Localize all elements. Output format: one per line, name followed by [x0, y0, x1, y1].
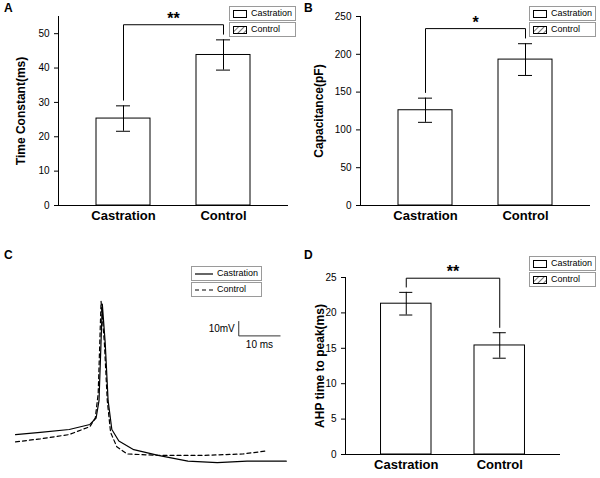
svg-text:Time Constant(ms): Time Constant(ms) [14, 57, 28, 165]
svg-text:Capacitance(pF): Capacitance(pF) [312, 64, 326, 157]
svg-text:50: 50 [340, 162, 352, 173]
html-text:Castration: Castration [551, 8, 592, 18]
svg-text:0: 0 [331, 449, 337, 460]
svg-text:**: ** [167, 10, 180, 27]
svg-text:10: 10 [325, 378, 337, 389]
html-text:C: C [4, 248, 13, 262]
svg-text:Control: Control [502, 208, 548, 223]
html-text:Control: Control [551, 274, 580, 284]
html-text:Control: Control [217, 284, 246, 294]
svg-text:15: 15 [325, 343, 337, 354]
svg-text:0: 0 [346, 200, 352, 211]
html-text:Control: Control [251, 24, 280, 34]
svg-text:20: 20 [38, 131, 50, 142]
svg-text:40: 40 [38, 62, 50, 73]
svg-text:10: 10 [38, 165, 50, 176]
html-text:B: B [304, 1, 313, 15]
svg-text:200: 200 [335, 49, 352, 60]
svg-text:150: 150 [335, 86, 352, 97]
html-text:Castration: Castration [251, 8, 292, 18]
svg-text:*: * [472, 14, 479, 31]
svg-text:5: 5 [331, 413, 337, 424]
svg-text:Castration: Castration [374, 457, 438, 472]
html-text:Castration: Castration [217, 268, 258, 278]
svg-text:250: 250 [335, 11, 352, 22]
html-text:Castration: Castration [551, 258, 592, 268]
svg-text:0: 0 [44, 200, 50, 211]
html-text:D: D [304, 248, 313, 262]
svg-text:Castration: Castration [91, 208, 155, 223]
html-text:A: A [4, 1, 13, 15]
svg-text:Control: Control [477, 457, 523, 472]
svg-text:10mV: 10mV [209, 323, 235, 334]
svg-text:**: ** [447, 263, 460, 280]
svg-text:10 ms: 10 ms [246, 339, 273, 350]
svg-text:30: 30 [38, 97, 50, 108]
svg-text:20: 20 [325, 307, 337, 318]
svg-text:AHP time to peak(ms): AHP time to peak(ms) [313, 304, 327, 428]
svg-text:50: 50 [38, 28, 50, 39]
svg-text:Castration: Castration [393, 208, 457, 223]
svg-text:Control: Control [200, 208, 246, 223]
html-text:Control: Control [551, 24, 580, 34]
svg-text:25: 25 [325, 272, 337, 283]
svg-text:100: 100 [335, 124, 352, 135]
